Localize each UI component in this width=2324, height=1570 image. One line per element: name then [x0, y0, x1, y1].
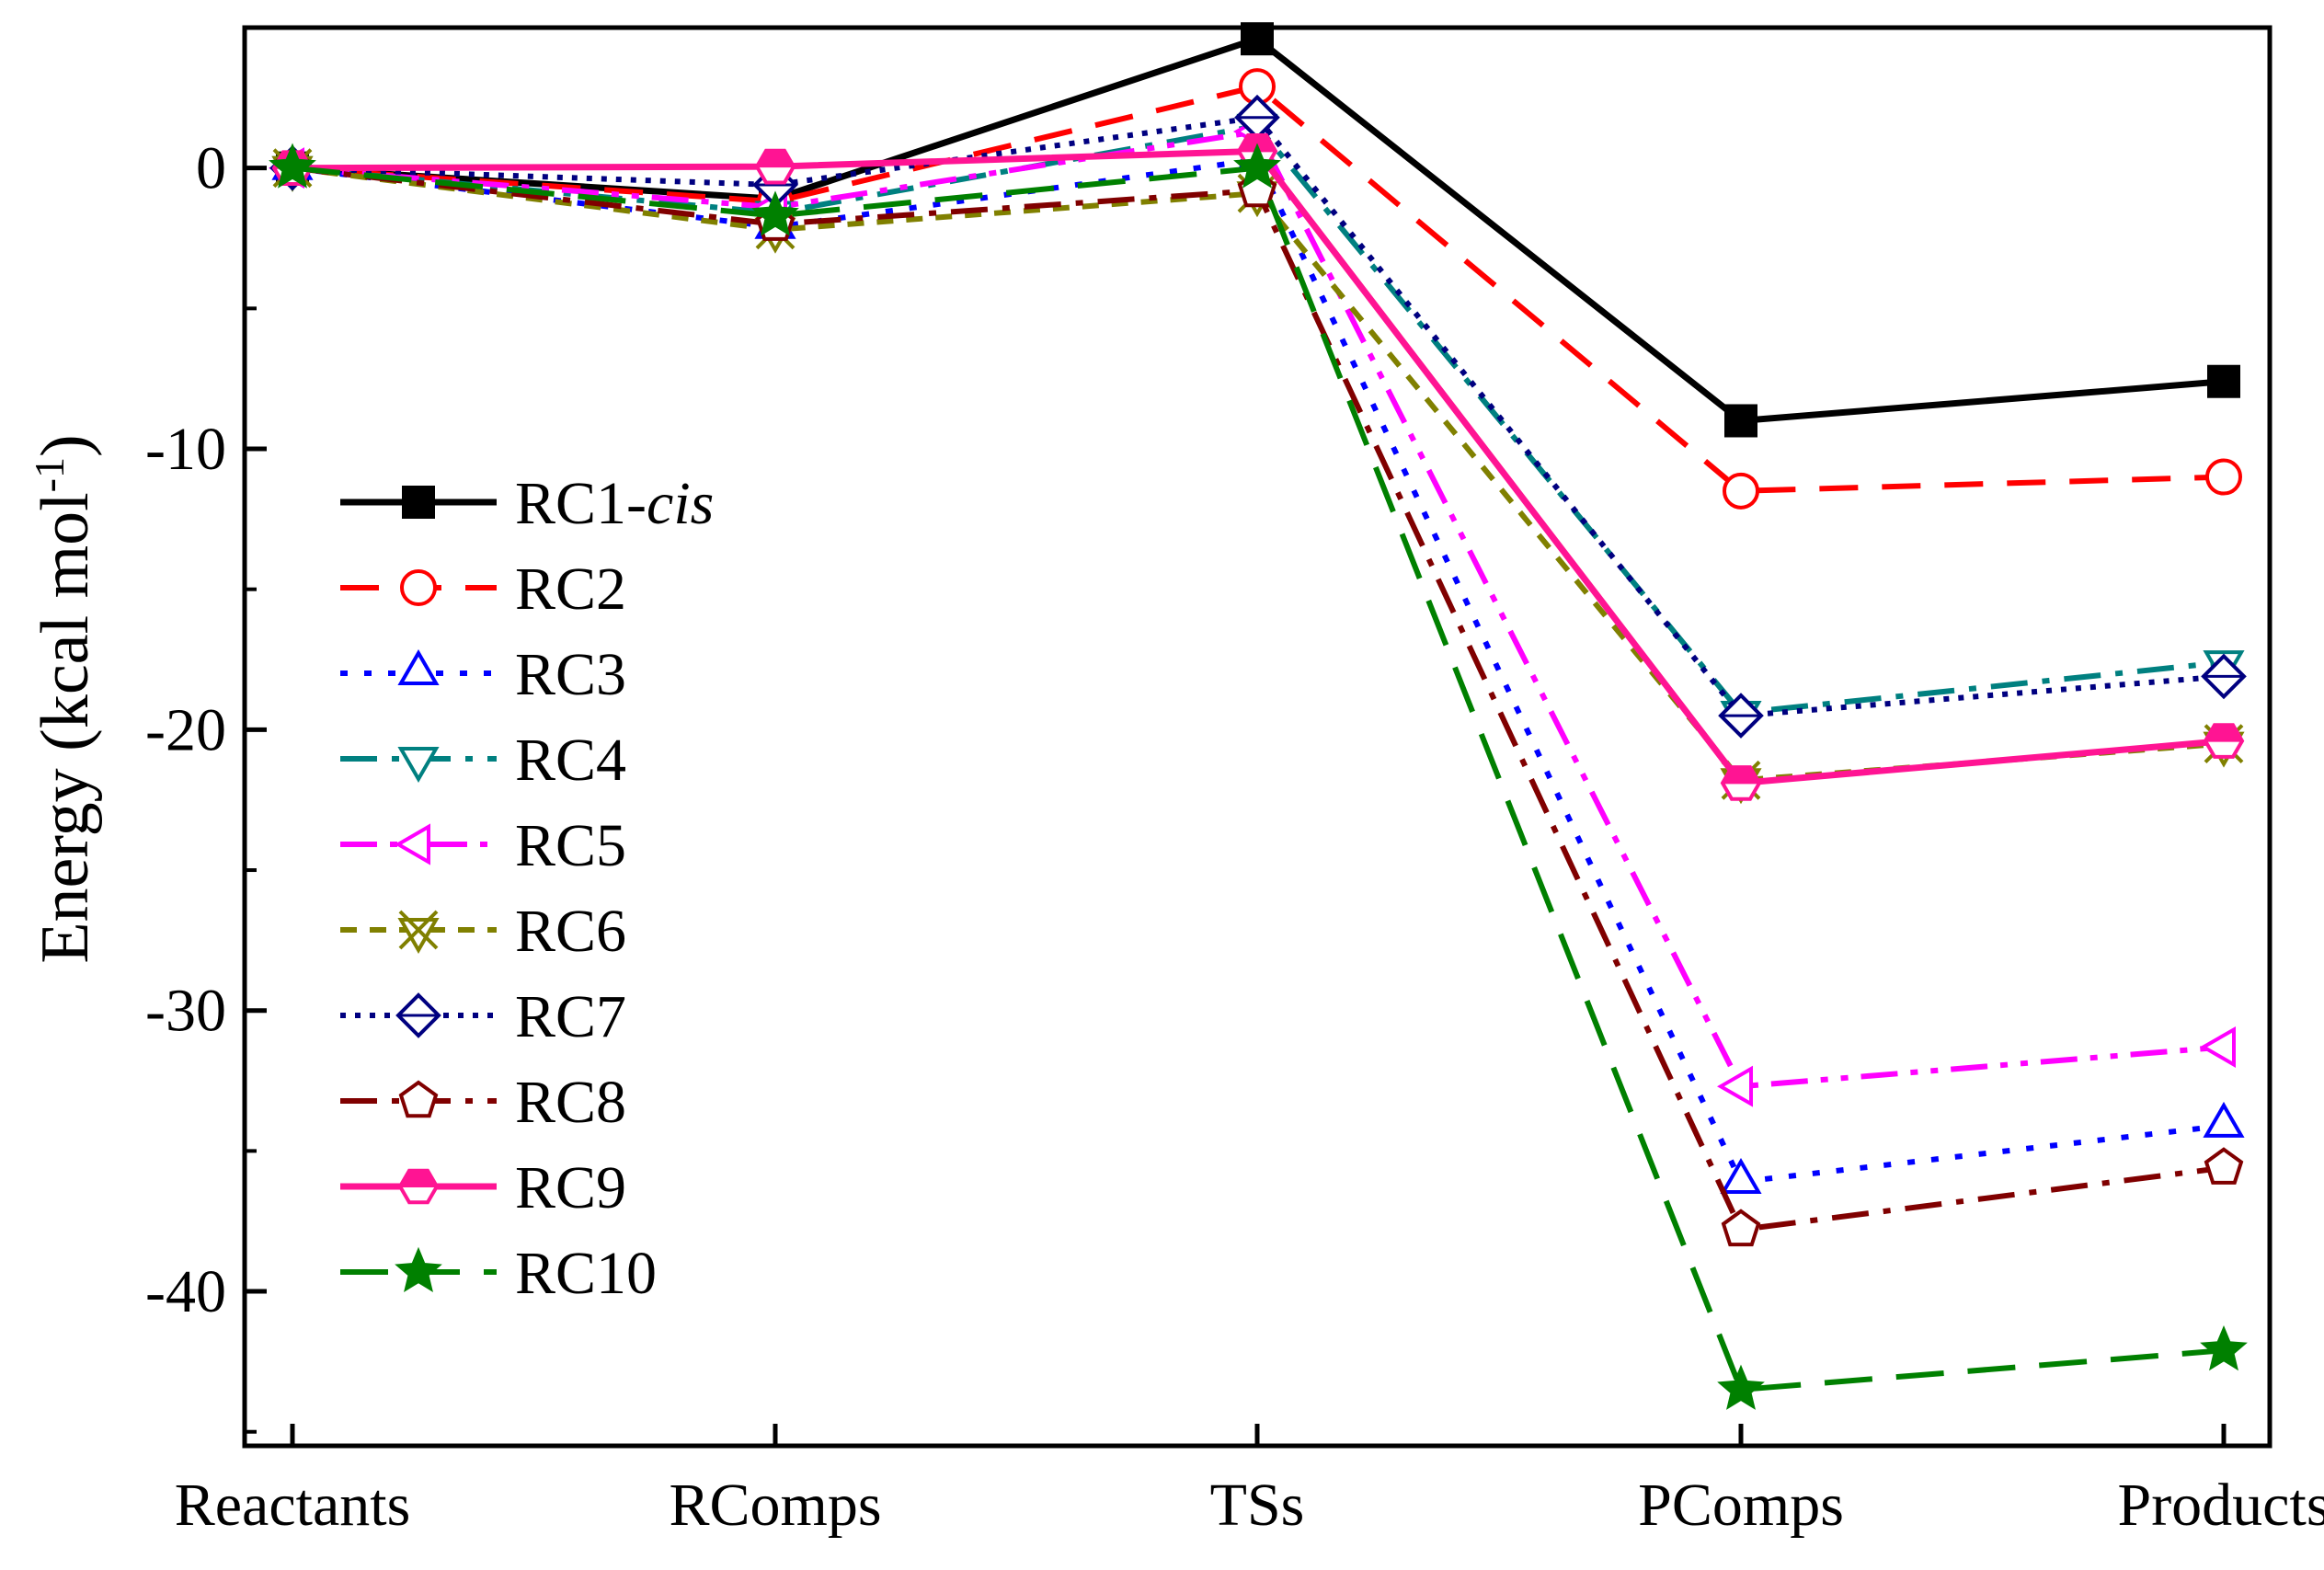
legend-label-text: RC4 [515, 727, 626, 794]
legend-label-rc4: RC4 [515, 727, 626, 794]
data-point-rc10-tss [1233, 143, 1281, 189]
legend-label-text: RC9 [515, 1154, 626, 1221]
legend-marker-rc1-cis [402, 486, 435, 519]
y-axis-title: Energy (kcal mol-1) [26, 434, 103, 963]
legend-item-rc4: RC4 [340, 727, 626, 794]
legend-marker-rc10 [395, 1246, 442, 1293]
legend-item-rc3: RC3 [340, 641, 626, 708]
legend-label-rc7: RC7 [515, 983, 626, 1050]
legend-marker-rc9-fill [398, 1169, 439, 1187]
legend-label-text: RC10 [515, 1240, 657, 1307]
legend-label-rc3: RC3 [515, 641, 626, 708]
x-tick-label-tss: TSs [1210, 1472, 1305, 1539]
legend-item-rc6: RC6 [340, 898, 626, 965]
data-point-rc2-products [2205, 458, 2242, 496]
x-tick-label-rcomps: RComps [669, 1472, 881, 1539]
data-point-rc10-reactants [269, 143, 316, 189]
legend-item-rc1-cis: RC1-cis [340, 470, 714, 537]
data-point-rc5-products [2199, 1026, 2236, 1068]
y-axis-title-suffix: ) [28, 434, 103, 457]
legend-label-rc10: RC10 [515, 1240, 657, 1307]
y-axis-title-main: Energy (kcal mol [28, 492, 103, 963]
data-point-rc8-products [2204, 1147, 2244, 1185]
data-point-rc9-products-fill [2204, 724, 2244, 742]
legend-label-rc5: RC5 [515, 812, 626, 879]
series-line-rc7 [292, 114, 2225, 719]
legend-label-rc8: RC8 [515, 1069, 626, 1136]
data-point-rc9-pcomps-fill [1721, 766, 1761, 785]
legend-marker-rc6-outline [397, 918, 440, 954]
legend-label-rc9: RC9 [515, 1154, 626, 1221]
y-axis-title-superscript: -1 [26, 457, 73, 492]
data-point-rc8-pcomps [1721, 1209, 1761, 1247]
y-tick-label: -20 [145, 696, 226, 763]
legend-marker-rc5 [395, 823, 430, 865]
data-point-rc10-pcomps [1717, 1364, 1765, 1410]
legend-label-rc2: RC2 [515, 556, 626, 623]
series-layer [268, 22, 2248, 1410]
y-tick-label: -30 [145, 978, 226, 1045]
legend-item-rc2: RC2 [340, 556, 626, 623]
legend-label-text: RC1- [515, 470, 647, 537]
x-tick-label-products: Products [2118, 1472, 2324, 1539]
tick-layer: 0 -10 -20 -30 -40 Reactants RComps TSs PComps Pro… [145, 26, 2324, 1539]
legend-marker-rc6-cross [398, 910, 439, 950]
legend-label-text: RC3 [515, 641, 626, 708]
data-point-rc3-pcomps [1720, 1158, 1762, 1194]
data-point-rc5-pcomps [1716, 1065, 1753, 1107]
data-point-rc1-cis-pcomps [1724, 404, 1757, 438]
legend-item-rc8: RC8 [340, 1069, 626, 1136]
legend-label-text: RC5 [515, 812, 626, 879]
legend-label-rc6: RC6 [515, 898, 626, 965]
data-point-rc9-rcomps-fill [755, 149, 796, 168]
legend-marker-rc8 [398, 1080, 439, 1118]
y-tick-label: 0 [196, 135, 226, 202]
legend-item-rc10: RC10 [340, 1240, 657, 1307]
data-point-rc1-cis-products [2207, 364, 2240, 398]
series-line-rc2 [292, 84, 2225, 494]
legend-item-rc5: RC5 [340, 812, 626, 879]
legend-marker-rc4 [397, 747, 440, 783]
x-tick-label-pcomps: PComps [1638, 1472, 1844, 1539]
data-point-rc3-products [2203, 1101, 2245, 1138]
legend-marker-rc2 [400, 569, 437, 606]
legend-item-rc9: RC9 [340, 1154, 626, 1221]
y-tick-label: -40 [145, 1258, 226, 1325]
legend-label-italic: cis [647, 470, 714, 537]
legend-label-text: RC8 [515, 1069, 626, 1136]
x-tick-label-reactants: Reactants [175, 1472, 411, 1539]
legend-label-text: RC2 [515, 556, 626, 623]
legend-label-text: RC7 [515, 983, 626, 1050]
data-point-rc2-pcomps [1723, 472, 1759, 510]
legend-label-text: RC6 [515, 898, 626, 965]
data-point-rc10-products [2200, 1324, 2248, 1371]
legend-item-rc7: RC7 [340, 983, 626, 1050]
y-tick-label: -10 [145, 416, 226, 483]
series-rc10 [269, 143, 2248, 1410]
data-point-rc10-rcomps [751, 190, 799, 236]
legend: RC1-cis RC2 RC3 RC4 RC5 RC6 RC7 RC8 RC9 RC10 [340, 470, 714, 1307]
legend-marker-rc3 [397, 649, 440, 685]
legend-label-rc1-cis: RC1-cis [515, 470, 714, 537]
